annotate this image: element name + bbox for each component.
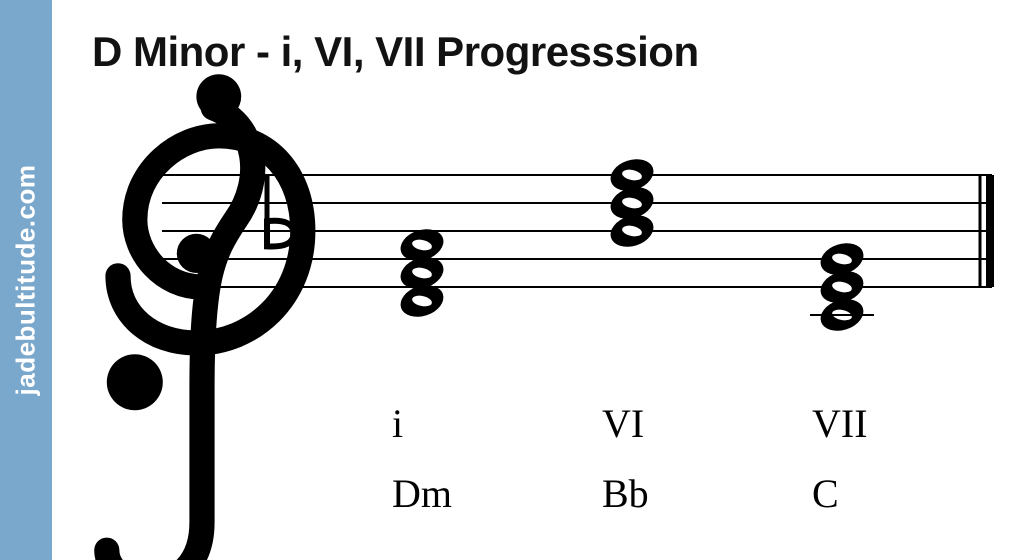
sidebar: jadebultitude.com	[0, 0, 52, 560]
whole-note	[606, 154, 657, 196]
figure-container: jadebultitude.com D Minor - i, VI, VII P…	[0, 0, 1024, 560]
roman-numeral: VII	[812, 400, 868, 447]
chord-1	[606, 154, 657, 252]
roman-numeral: i	[392, 400, 403, 447]
chord-name: Bb	[602, 470, 649, 517]
sidebar-url: jadebultitude.com	[11, 165, 42, 396]
whole-note	[816, 238, 867, 280]
barline-thick	[986, 175, 994, 287]
content-area: D Minor - i, VI, VII Progresssion iVIVII…	[52, 0, 1024, 560]
music-staff-svg	[52, 0, 1024, 560]
treble-clef	[107, 74, 303, 560]
chord-2	[816, 238, 867, 336]
chord-0	[396, 224, 447, 322]
chord-name: C	[812, 470, 839, 517]
chord-name: Dm	[392, 470, 452, 517]
roman-numeral: VI	[602, 400, 644, 447]
